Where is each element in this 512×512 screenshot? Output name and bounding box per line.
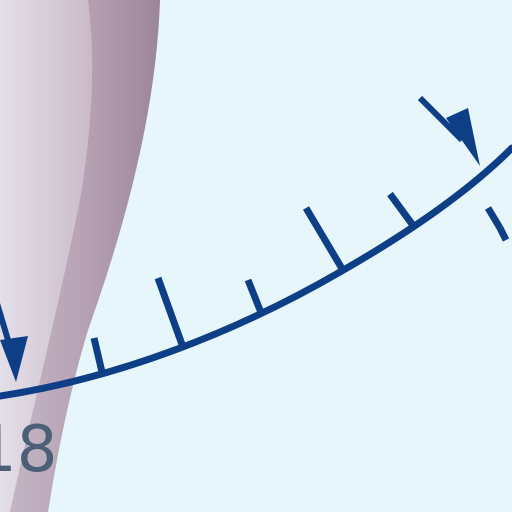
scale-number-left: 18 bbox=[0, 418, 57, 482]
